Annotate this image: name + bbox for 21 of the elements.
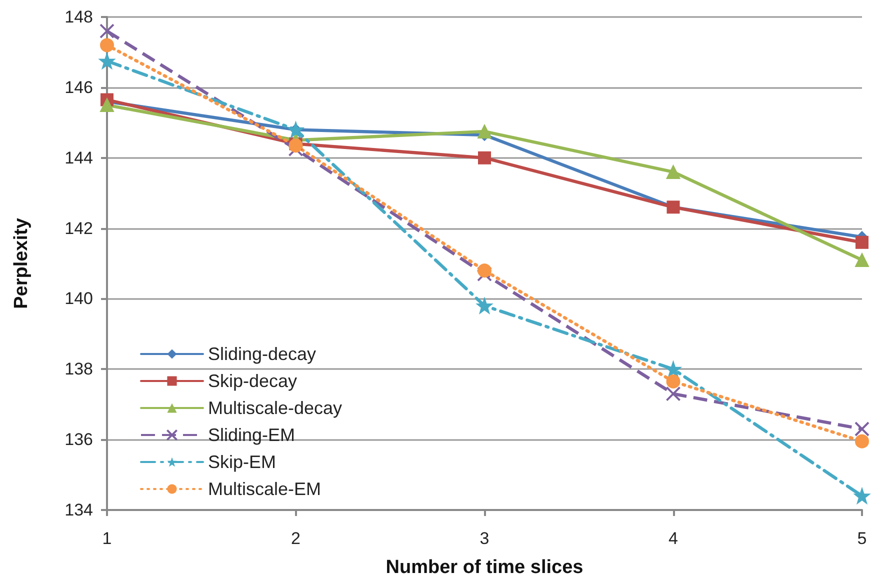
x-tick-label: 4 (668, 529, 678, 548)
y-tick-label: 148 (64, 8, 93, 26)
y-tick-label: 138 (64, 360, 93, 379)
legend-label: Multiscale-decay (208, 398, 342, 418)
y-tick-label: 146 (64, 78, 93, 97)
y-tick-label: 134 (64, 500, 93, 520)
y-tick-label: 140 (64, 289, 93, 308)
x-tick-label: 3 (480, 529, 490, 548)
legend-label: Multiscale-EM (208, 479, 322, 499)
x-tick-label: 2 (291, 529, 300, 548)
y-axis-title: Perplexity (11, 218, 32, 309)
legend-label: Skip-EM (208, 452, 276, 472)
legend-label: Sliding-decay (208, 344, 316, 364)
y-tick-label: 142 (64, 218, 93, 238)
y-tick-label: 144 (64, 148, 93, 168)
x-axis-title: Number of time slices (386, 557, 584, 578)
legend-label: Sliding-EM (208, 425, 296, 445)
x-tick-label: 1 (102, 529, 112, 548)
x-tick-label: 5 (857, 529, 867, 548)
y-tick-label: 136 (64, 430, 93, 450)
legend-label: Skip-decay (208, 371, 298, 391)
